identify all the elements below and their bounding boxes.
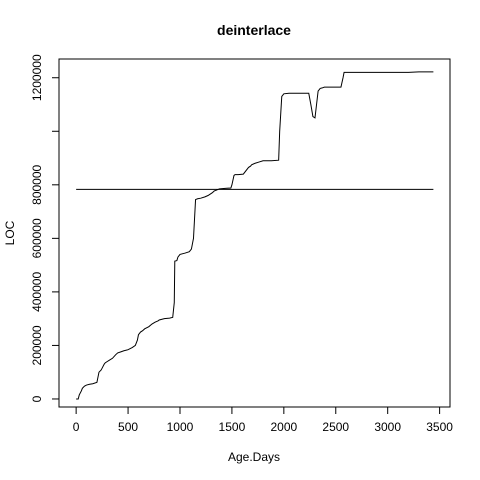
y-tick-label: 200000 [30, 325, 44, 365]
y-tick-label: 400000 [30, 272, 44, 312]
x-tick-label: 2500 [322, 420, 349, 434]
plot-frame [58, 58, 451, 408]
y-axis: 0 200000 400000 600000 800000 1200000 [30, 54, 60, 402]
x-tick-label: 0 [73, 420, 80, 434]
y-tick-label: 600000 [30, 218, 44, 258]
x-tick-label: 1500 [219, 420, 246, 434]
x-tick-label: 3000 [374, 420, 401, 434]
x-axis-label: Age.Days [228, 450, 280, 464]
y-tick-label: 0 [30, 395, 44, 402]
y-tick-label: 800000 [30, 164, 44, 204]
chart-title: deinterlace [217, 22, 291, 38]
x-tick-label: 500 [118, 420, 138, 434]
y-tick-label: 1200000 [30, 54, 44, 101]
y-axis-label: LOC [3, 220, 17, 245]
x-tick-label: 3500 [426, 420, 453, 434]
x-tick-label: 1000 [167, 420, 194, 434]
x-tick-label: 2000 [270, 420, 297, 434]
series-line [76, 71, 434, 400]
x-axis: 0 500 1000 1500 2000 2500 3000 3500 [73, 406, 453, 434]
